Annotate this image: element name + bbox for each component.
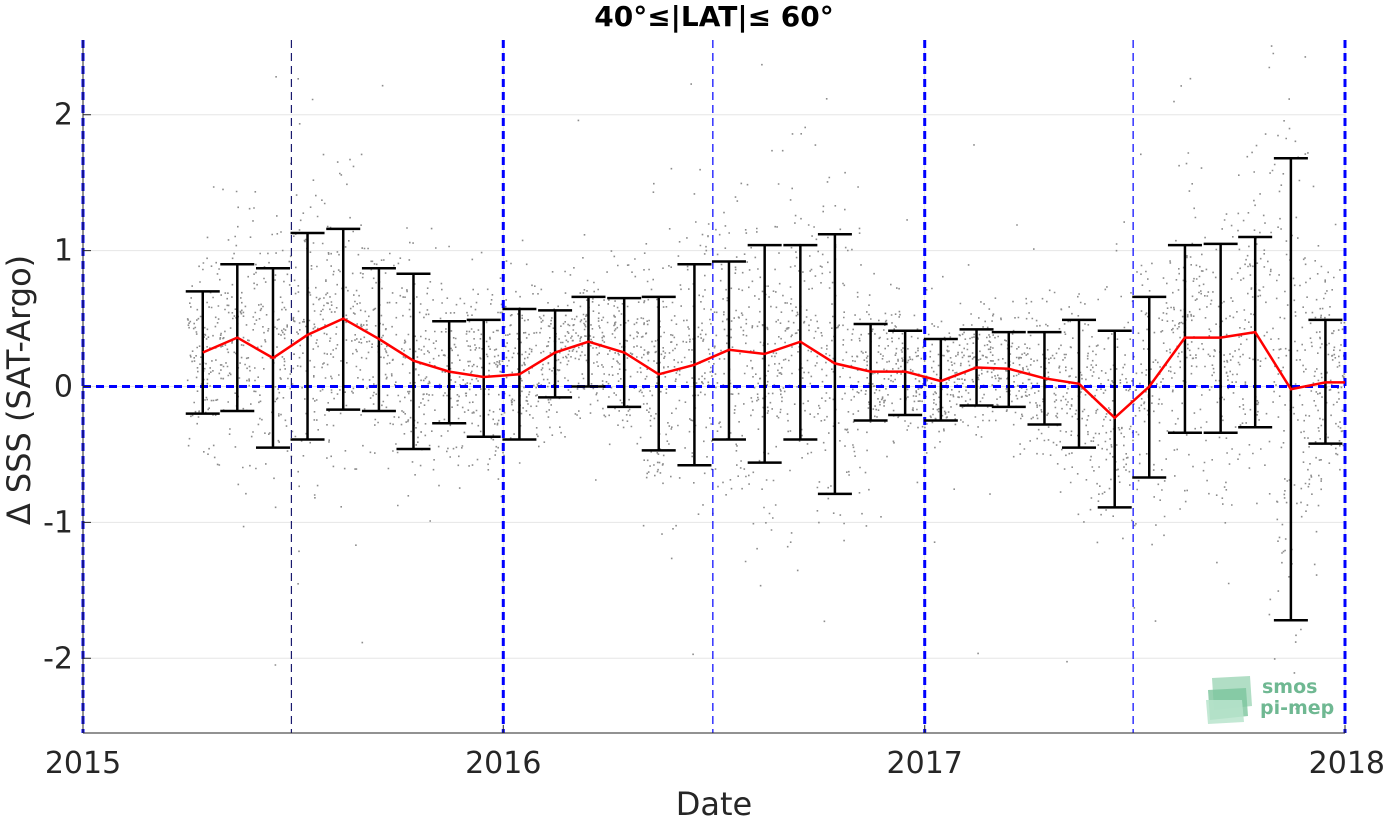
error-bar <box>466 318 501 439</box>
y-tick-label: 0 <box>54 370 73 405</box>
y-axis-label: Δ SSS (SAT-Argo) <box>0 255 38 525</box>
y-tick-label: 1 <box>54 234 73 269</box>
x-axis-label: Date <box>676 785 752 818</box>
x-tick-label: 2015 <box>45 746 121 781</box>
smos-pimep-logo: smos pi-mep <box>1206 676 1334 724</box>
error-bar <box>888 329 923 417</box>
chart-title: 40°≤|LAT|≤ 60° <box>594 0 834 33</box>
error-bar <box>923 337 958 422</box>
tick-labels: -2 -1 0 1 2 2015 2016 2017 2018 <box>43 98 1385 781</box>
mean-series-line <box>202 317 1345 420</box>
y-tick-label: -2 <box>43 641 73 676</box>
logo-shape-front <box>1206 700 1244 724</box>
x-tick-label: 2018 <box>1309 746 1385 781</box>
x-tick-label: 2017 <box>887 746 963 781</box>
y-tick-label: -1 <box>43 505 73 540</box>
y-tick-label: 2 <box>54 98 73 133</box>
error-bar <box>185 290 220 415</box>
logo-text-line2: pi-mep <box>1260 697 1334 719</box>
x-tick-label: 2016 <box>465 746 541 781</box>
logo-text-line1: smos <box>1262 676 1317 698</box>
